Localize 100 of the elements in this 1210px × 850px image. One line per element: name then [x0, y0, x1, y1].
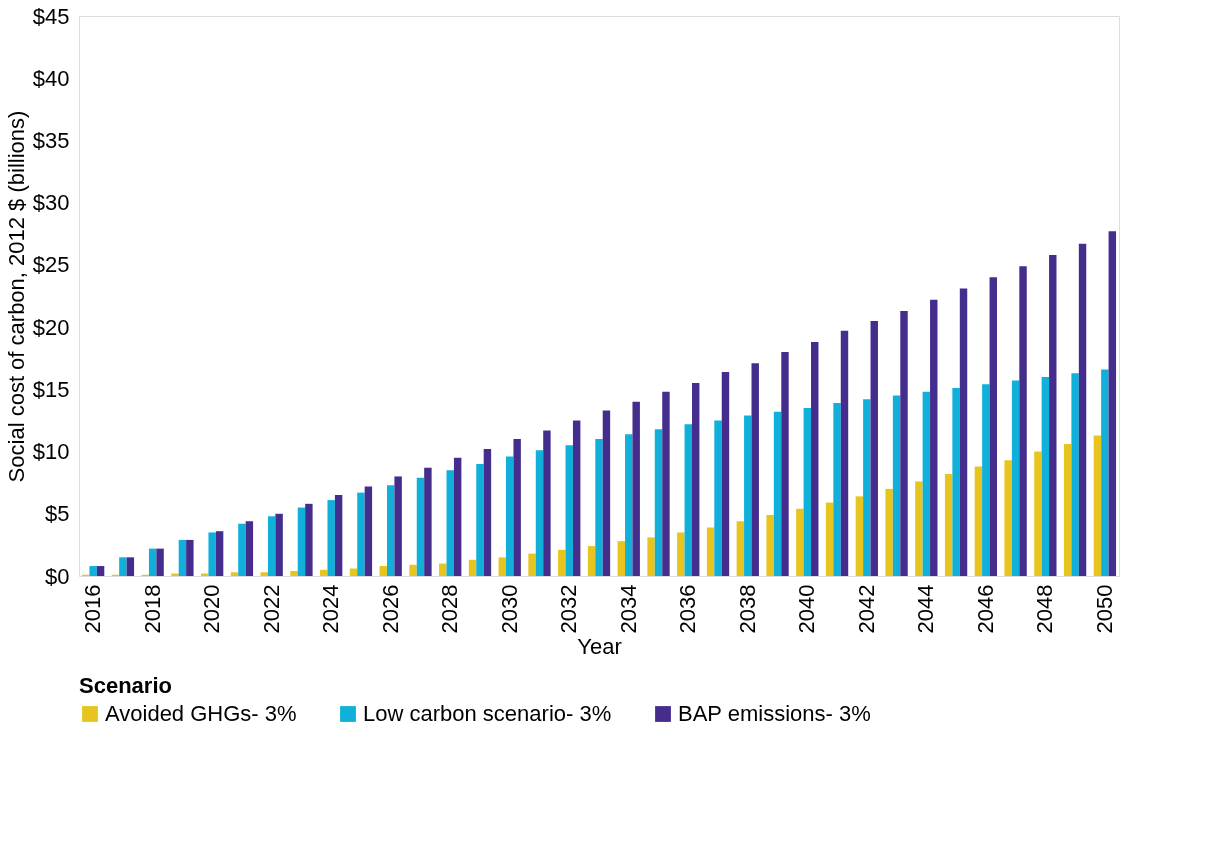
- bar: [513, 439, 521, 576]
- bar: [543, 430, 551, 576]
- bar: [900, 310, 908, 576]
- bar: [974, 466, 983, 576]
- bar: [394, 476, 402, 576]
- bar: [587, 546, 596, 576]
- bar: [1034, 451, 1042, 576]
- x-tick-label: 2028: [437, 584, 463, 634]
- bar: [148, 548, 157, 576]
- x-tick-label: 2042: [853, 584, 879, 634]
- bar: [186, 539, 194, 576]
- y-tick-label: $45: [32, 3, 70, 29]
- x-tick-label: 2050: [1091, 584, 1117, 634]
- x-tick-label: 2030: [496, 584, 522, 634]
- bar: [320, 569, 328, 576]
- bar: [833, 403, 841, 576]
- bar: [178, 539, 187, 576]
- bar: [855, 496, 864, 576]
- bar: [840, 330, 849, 576]
- bar: [662, 391, 670, 576]
- bar: [602, 410, 611, 576]
- bar: [230, 572, 239, 576]
- bar: [625, 434, 633, 576]
- bar: [803, 408, 812, 576]
- bar: [446, 470, 454, 576]
- bar: [565, 445, 573, 576]
- bar: [528, 553, 536, 576]
- bar: [1004, 460, 1012, 576]
- x-tick-label: 2026: [377, 584, 403, 634]
- bar: [89, 566, 97, 576]
- bar: [811, 342, 819, 576]
- bar: [290, 571, 298, 576]
- bar: [245, 521, 254, 576]
- bar: [297, 507, 306, 576]
- y-tick-label: $40: [32, 65, 70, 91]
- y-tick-label: $20: [32, 314, 70, 340]
- x-tick-label: 2036: [675, 584, 701, 634]
- bar: [498, 557, 507, 576]
- y-tick-label: $15: [32, 376, 70, 402]
- x-tick-label: 2022: [258, 584, 284, 634]
- y-tick-label: $30: [32, 190, 70, 216]
- bar: [647, 537, 655, 576]
- bar: [1041, 376, 1050, 576]
- bar: [781, 352, 789, 576]
- x-tick-label: 2016: [80, 584, 106, 634]
- bar: [825, 502, 834, 576]
- bar: [386, 485, 395, 576]
- x-tick-label: 2046: [972, 584, 998, 634]
- bar: [476, 464, 484, 576]
- bar: [416, 477, 425, 576]
- bar: [982, 384, 990, 576]
- y-tick-label: $10: [32, 439, 70, 465]
- bar: [989, 277, 997, 576]
- bar: [409, 564, 417, 576]
- bar: [96, 566, 105, 576]
- bar: [305, 503, 313, 576]
- x-tick-label: 2020: [199, 584, 225, 634]
- bar: [275, 513, 283, 576]
- bar: [714, 420, 722, 576]
- bar: [1019, 266, 1027, 576]
- bar: [357, 492, 365, 576]
- bar: [959, 288, 968, 576]
- x-tick-label: 2034: [615, 584, 641, 634]
- y-tick-label: $5: [45, 501, 70, 527]
- bar: [744, 415, 752, 576]
- bar: [1101, 369, 1109, 576]
- bar: [208, 532, 216, 576]
- bar: [468, 559, 477, 576]
- bar: [238, 523, 246, 576]
- legend-label: Avoided GHGs- 3%: [105, 701, 297, 726]
- bar: [892, 395, 901, 576]
- bar: [736, 521, 745, 576]
- x-tick-label: 2018: [139, 584, 165, 634]
- bar: [766, 515, 774, 576]
- bar: [773, 411, 782, 576]
- bar: [1071, 373, 1079, 576]
- bar: [1093, 435, 1102, 576]
- bar: [327, 500, 335, 576]
- bar: [1049, 254, 1057, 576]
- bar: [617, 541, 626, 576]
- bar: [215, 531, 224, 576]
- bar: [483, 449, 492, 576]
- bar: [677, 532, 685, 576]
- bar: [930, 299, 938, 576]
- bar: [922, 391, 931, 576]
- bar: [706, 527, 715, 576]
- bar: [267, 516, 276, 576]
- y-tick-label: $0: [45, 563, 70, 589]
- legend-label: Low carbon scenario- 3%: [363, 701, 612, 726]
- bar: [796, 508, 804, 576]
- bar: [654, 429, 663, 576]
- legend-label: BAP emissions- 3%: [678, 701, 871, 726]
- bar: [721, 371, 730, 576]
- bar: [379, 566, 387, 576]
- bar: [632, 401, 640, 576]
- bar: [863, 399, 871, 576]
- x-tick-label: 2044: [913, 584, 939, 634]
- bar: [506, 456, 514, 576]
- bar: [1011, 380, 1020, 576]
- bar: [751, 363, 759, 576]
